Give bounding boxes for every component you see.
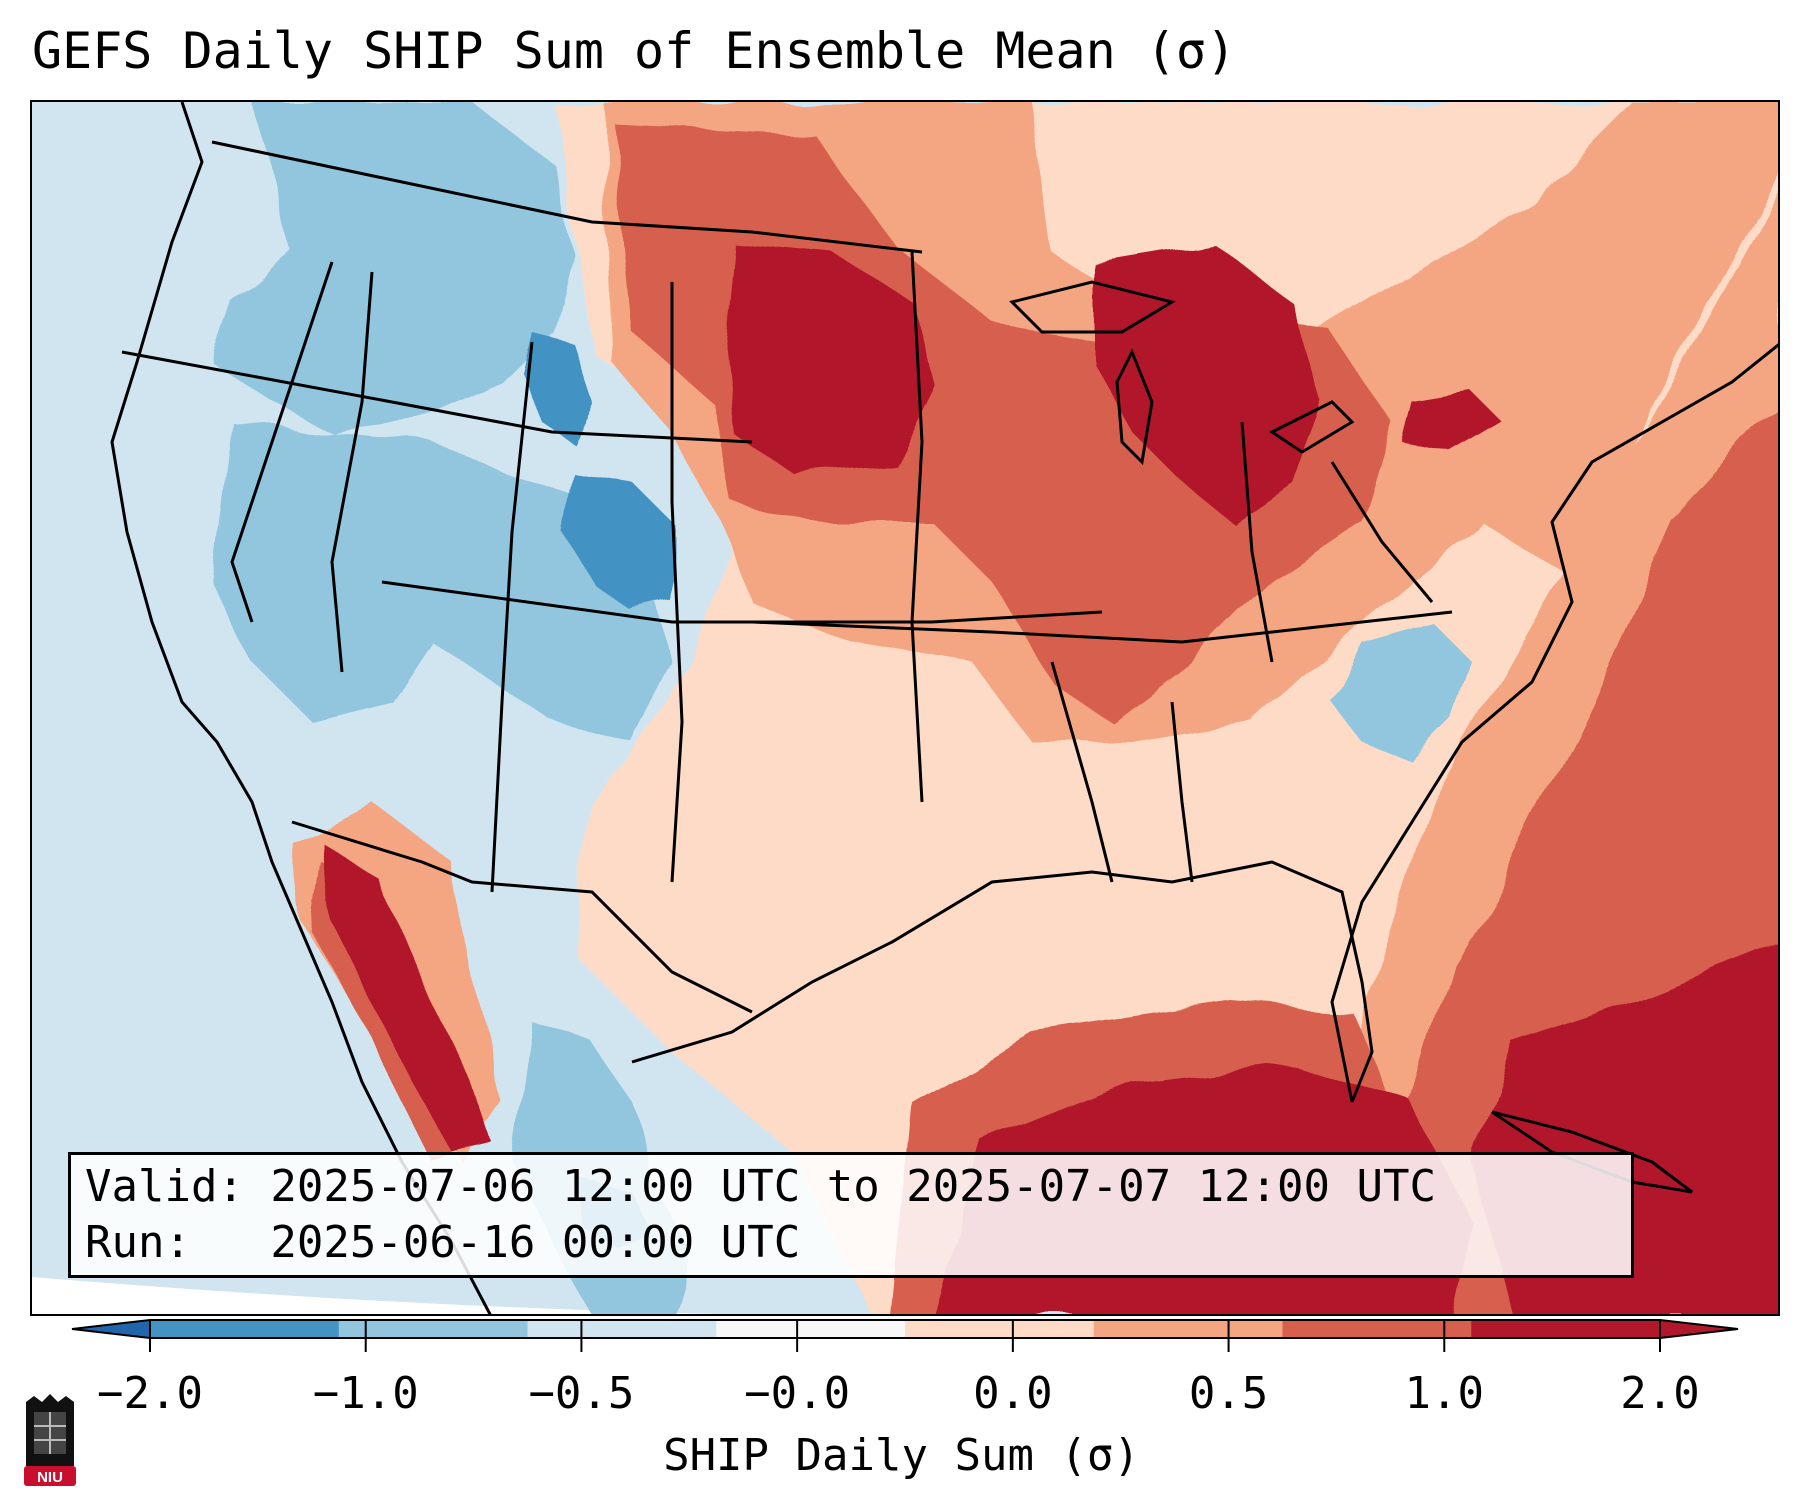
field-negative-carolinas	[1332, 622, 1472, 762]
map-panel	[30, 100, 1780, 1316]
canada-us-border	[211, 140, 923, 254]
colorbar-bin	[527, 1320, 717, 1338]
map-title: GEFS Daily SHIP Sum of Ensemble Mean (σ)	[32, 22, 1237, 80]
colorbar	[71, 1319, 1739, 1352]
logo-banner	[24, 1466, 76, 1486]
colorbar-tick-label: 0.0	[973, 1368, 1053, 1419]
state-line-11	[1240, 421, 1274, 663]
colorbar-bin	[1471, 1320, 1661, 1338]
colorbar-bin	[1093, 1320, 1283, 1338]
state-line-3	[490, 341, 534, 893]
colorbar-ticks	[149, 1320, 1661, 1352]
mexico-us-border	[291, 820, 753, 1014]
niu-logo: NIU	[24, 1394, 76, 1486]
west-coast	[110, 102, 492, 1314]
state-line-2	[330, 271, 374, 673]
lake-superior	[1009, 280, 1176, 334]
colorbar-label: SHIP Daily Sum (σ)	[663, 1430, 1140, 1481]
colorbar-tick-label: 1.0	[1404, 1368, 1485, 1419]
state-line-8	[751, 610, 1453, 644]
state-line-1	[230, 261, 334, 623]
colorbar-bin	[905, 1320, 1095, 1338]
colorbar-bins	[150, 1320, 1661, 1338]
state-line-10	[1170, 701, 1194, 883]
colorbar-tick-label: 0.5	[1188, 1368, 1269, 1419]
colorbar-tick-label: −2.0	[97, 1368, 203, 1419]
state-line-4	[670, 282, 684, 883]
political-boundaries	[110, 102, 1778, 1314]
map-canvas	[32, 102, 1778, 1314]
colorbar-extend-high	[1660, 1320, 1738, 1338]
state-line-7	[381, 580, 1103, 624]
state-line-5	[910, 251, 924, 803]
field-very-strong-ontario	[1402, 392, 1502, 452]
validity-info-box: Valid: 2025-07-06 12:00 UTC to 2025-07-0…	[68, 1152, 1634, 1278]
colorbar-bin	[716, 1320, 906, 1338]
colorbar-extend-low	[72, 1320, 150, 1338]
lake-erie	[1269, 400, 1355, 454]
state-line-12	[1330, 461, 1434, 603]
field-strong-negative-colorado	[562, 472, 672, 612]
east-coast	[1330, 343, 1778, 1103]
lake-michigan	[1115, 348, 1154, 466]
field-negative-basin	[212, 422, 672, 742]
colorbar-bin	[338, 1320, 528, 1338]
colorbar-bin	[150, 1320, 340, 1338]
colorbar-tick-label: −0.0	[744, 1368, 851, 1419]
state-line-9	[1050, 661, 1114, 883]
gulf-coast	[631, 860, 1374, 1103]
field-very-strong-dakotas	[722, 242, 932, 472]
run-time-text: Run: 2025-06-16 00:00 UTC	[85, 1217, 801, 1268]
colorbar-tick-label: 2.0	[1620, 1368, 1700, 1419]
state-line-6	[121, 350, 753, 444]
field-very-strong-mexico	[322, 842, 492, 1152]
colorbar-tick-label: −1.0	[312, 1368, 419, 1419]
field-very-strong-greatlakes	[1092, 242, 1322, 522]
logo-grid	[34, 1412, 66, 1454]
valid-time-text: Valid: 2025-07-06 12:00 UTC to 2025-07-0…	[85, 1161, 1437, 1212]
colorbar-tick-label: −0.5	[528, 1368, 635, 1419]
colorbar-bin	[1282, 1320, 1472, 1338]
logo-text: NIU	[37, 1469, 63, 1486]
field-strong-negative-wyoming	[522, 332, 592, 442]
